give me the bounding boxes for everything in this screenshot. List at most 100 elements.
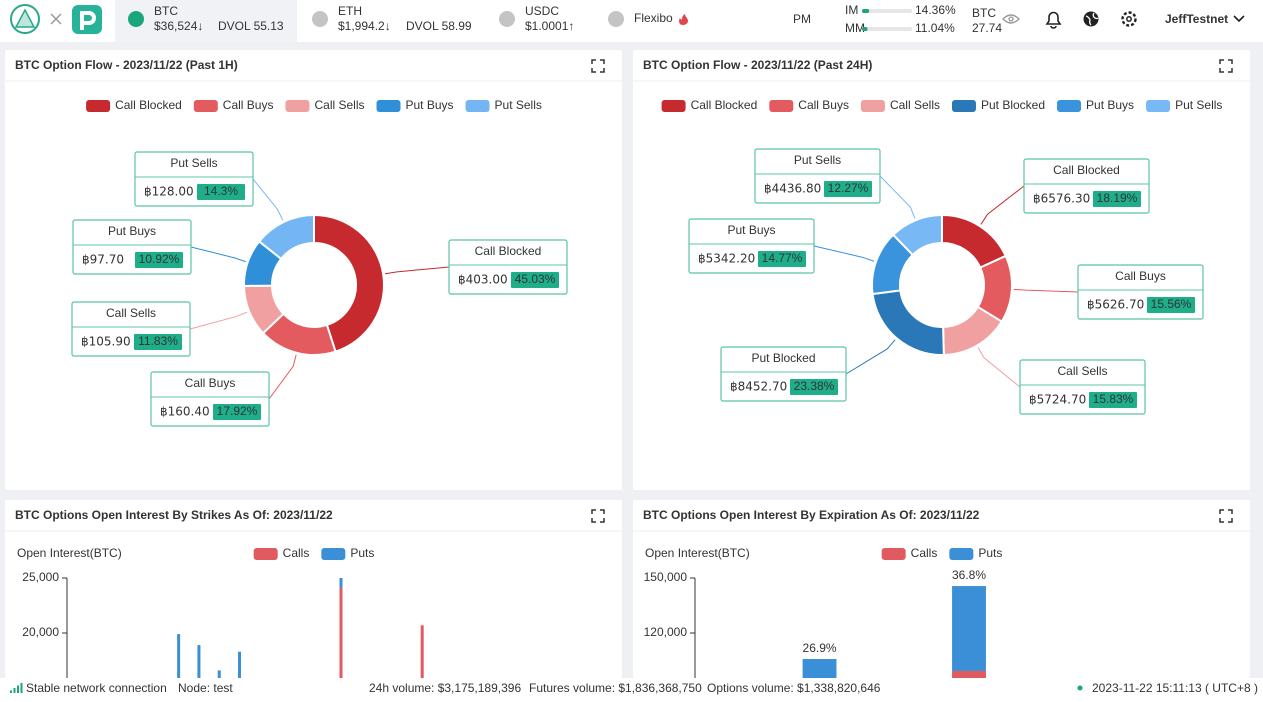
label-box: Call Buys ฿160.40 17.92% [150,371,270,427]
panel-title: BTC Options Open Interest By Strikes As … [15,508,333,522]
panel: BTC Option Flow - 2023/11/22 (Past 24H) C… [633,50,1250,490]
bar [952,586,986,671]
ticker[interactable]: USDC$1.0001↑ [499,4,574,33]
donut-segment [891,213,943,257]
label-box-percent: 15.56% [1151,297,1192,311]
balance-amount: 27.74 [972,21,1002,35]
label-box-title: Call Buys [185,376,236,390]
panel: BTC Option Flow - 2023/11/22 (Past 1H) Ca… [5,50,622,490]
signal-bar [13,688,16,693]
partner-logo [72,5,102,34]
ticker-symbol: BTC [154,4,178,18]
signal-bar [10,690,12,693]
label-box-percent: 17.92% [217,404,258,418]
bar [197,645,201,678]
y-tick-label: 20,000 [22,625,59,639]
user-name[interactable]: JeffTestnet [1165,12,1228,26]
legend-label: Put Sells [1175,98,1222,112]
ticker-price: $1.0001↑ [525,19,574,33]
globe-icon[interactable] [1083,11,1099,27]
label-box-value: ฿5724.70 [1029,393,1086,407]
expand-button[interactable] [591,509,605,523]
flexibo-link[interactable]: Flexibo [634,11,673,25]
label-box-value: ฿105.90 [81,335,131,349]
label-box-percent: 15.83% [1093,392,1134,406]
label-box-value: ฿97.70 [82,253,124,267]
ticker-symbol: ETH [338,4,362,18]
settings-icon[interactable] [1121,11,1137,27]
panel: BTC Options Open Interest By Strikes As … [5,500,622,678]
ticker-dvol: DVOL 55.13 [218,19,284,33]
label-box-title: Put Sells [794,153,841,167]
user-menu-chevron[interactable] [1233,15,1245,23]
bar-percent-label: 26.9% [803,641,837,655]
legend-label: Put Blocked [981,98,1045,112]
label-box-percent: 10.92% [139,252,180,266]
label-box: Call Sells ฿5724.70 15.83% [1019,359,1146,415]
label-box-value: ฿128.00 [144,185,194,199]
status-dot [1077,685,1083,691]
label-box-badge [134,334,182,350]
expand-button[interactable] [591,59,605,73]
legend-label: Call Buys [223,98,274,112]
leader-line [845,339,896,375]
legend-swatch [881,548,906,560]
label-box-badge [758,251,806,267]
ticker-price: $1,994.2↓ [338,19,391,33]
ticker[interactable]: ETH$1,994.2↓ DVOL 58.99 [312,4,472,33]
expand-button[interactable] [1219,509,1233,523]
label-box-title: Put Sells [170,156,217,170]
label-box-percent: 12.27% [828,181,869,195]
bar [420,625,424,678]
label-box-value: ฿403.00 [458,273,508,287]
label-box-badge [1147,297,1195,313]
partner-logo [80,11,96,30]
label-box-title: Call Sells [106,306,156,320]
label-box: Put Sells ฿128.00 14.3% [134,151,254,207]
y-tick-label: 150,000 [644,570,688,584]
bell-icon[interactable] [1045,11,1062,29]
leader-line [879,175,916,219]
donut-segment [313,213,385,353]
legend-label: Calls [283,546,310,560]
legend-label: Puts [978,546,1002,560]
y-tick-label: 25,000 [22,570,59,584]
eye-icon[interactable] [1002,14,1020,24]
flame-icon [679,14,688,25]
legend-swatch [253,548,278,560]
legend-label: Call Sells [890,98,940,112]
label-box-badge [197,184,245,200]
label-box-percent: 23.38% [794,379,835,393]
ticker-icon [499,11,515,27]
y-axis-title: Open Interest(BTC) [17,546,122,560]
label-box-value: ฿4436.80 [764,182,821,196]
label-box-percent: 14.3% [204,184,238,198]
label-box-value: ฿8452.70 [730,380,787,394]
bar [217,670,221,678]
label-box-title: Call Buys [1115,269,1166,283]
label-box: Put Sells ฿4436.80 12.27% [754,148,881,204]
legend-label: Puts [350,546,374,560]
label-box-value: ฿6576.30 [1033,192,1090,206]
status-futures-volume: Futures volume: $1,836,368,750 [529,681,702,695]
ticker-symbol: USDC [525,4,559,18]
leader-line [385,266,450,275]
label-box: Call Sells ฿105.90 11.83% [71,301,191,357]
margin-mode: PM [793,12,811,26]
panel-title: BTC Option Flow - 2023/11/22 (Past 1H) [15,58,238,72]
panel-title: BTC Options Open Interest By Expiration … [643,508,980,522]
label-box-title: Put Blocked [751,351,815,365]
ticker-dvol: DVOL 58.99 [406,19,472,33]
expand-button[interactable] [1219,59,1233,73]
bar [802,659,837,678]
ticker[interactable]: BTC$36,524↓ DVOL 55.13 [128,4,284,33]
leader-line [268,354,297,400]
status-options-volume: Options volume: $1,338,820,646 [707,681,881,695]
margin-label: MM [845,21,865,35]
status-volume-24h: 24h volume: $3,175,189,396 [369,681,521,695]
label-box-badge [1093,191,1141,207]
active-tab[interactable] [115,0,297,42]
panel-title: BTC Option Flow - 2023/11/22 (Past 24H) [643,58,872,72]
label-box-title: Call Blocked [1053,163,1120,177]
status-bar [0,678,1263,702]
